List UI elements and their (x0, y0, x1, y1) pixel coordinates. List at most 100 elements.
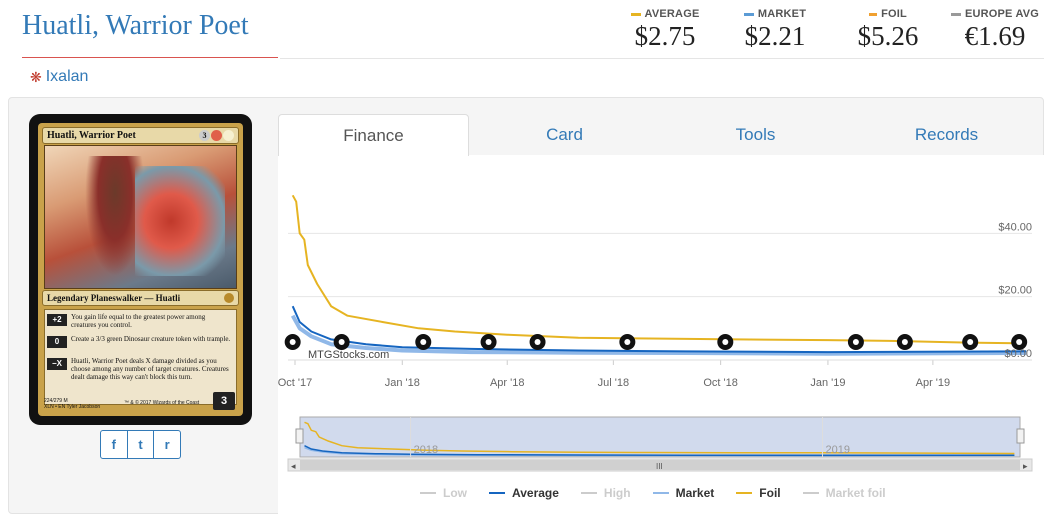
marker-center (420, 339, 427, 345)
legend-market[interactable]: Market (652, 486, 715, 500)
ixalan-set-icon[interactable] (284, 334, 301, 350)
masters25-set-icon[interactable] (480, 334, 497, 350)
legend-label: Market (675, 486, 715, 500)
set-name: Ixalan (45, 68, 89, 85)
card-image-name: Huatli, Warrior Poet (47, 130, 136, 141)
x-tick-label: Oct '17 (278, 377, 312, 389)
ability-cost: +2 (47, 314, 67, 326)
price-foil-label: FOIL (881, 8, 907, 20)
marker-center (338, 339, 345, 345)
legend-label: Market foil (825, 486, 886, 500)
reddit-share-button[interactable]: r (154, 431, 180, 458)
ability-cost: −X (47, 358, 67, 370)
price-foil-value: $5.26 (857, 21, 919, 51)
tab-card[interactable]: Card (546, 125, 583, 144)
x-axis-ticks: Oct '17 Jan '18 Apr '18 Jul '18 Oct '18 Jan '… (278, 359, 1032, 389)
marker-center (722, 339, 729, 345)
starting-loyalty: 3 (213, 392, 235, 410)
ability-plus: +2 You gain life equal to the greatest p… (45, 310, 236, 332)
modern-horizons-set-icon[interactable] (896, 334, 913, 350)
scrollbar-grip-icon: III (656, 462, 663, 471)
facebook-share-button[interactable]: f (101, 431, 128, 458)
x-tick-label: Oct '18 (703, 377, 738, 389)
set-link[interactable]: ❋ Ixalan (30, 68, 88, 86)
legend-high[interactable]: High (580, 486, 631, 500)
card-text-box: +2 You gain life equal to the greatest p… (44, 309, 237, 405)
war-spark-set-icon[interactable] (962, 334, 979, 350)
guilds-set-icon[interactable] (717, 334, 734, 350)
mana-generic: 3 (199, 130, 210, 141)
chart-watermark: MTGStocks.com (308, 349, 389, 361)
navigator-selection[interactable] (299, 416, 1021, 458)
x-tick-label: Jan '18 (385, 377, 420, 389)
navigator-series (304, 417, 1015, 457)
card-type-bar: Legendary Planeswalker — Huatli (42, 290, 239, 306)
price-market-label: MARKET (757, 8, 807, 20)
mana-red: R (211, 130, 222, 141)
chart-navigator[interactable]: 2018 2019 (295, 416, 1025, 458)
y-tick-label: $20.00 (998, 285, 1032, 297)
ability-text: You gain life equal to the greatest powe… (71, 313, 206, 330)
card-footer: 224/279 M XLN • EN Tyler Jacobson ™ & © … (44, 392, 237, 412)
card-image[interactable]: Huatli, Warrior Poet 3 R W Legendary Pla… (29, 114, 252, 425)
rivals-set-icon[interactable] (415, 334, 432, 350)
x-tick-label: Jul '18 (598, 377, 629, 389)
ability-text: Huatli, Warrior Poet deals X damage divi… (71, 357, 229, 382)
card-title: Huatli, Warrior Poet (22, 10, 249, 41)
y-tick-label: $40.00 (998, 221, 1032, 233)
europe-swatch (950, 12, 961, 16)
x-tick-label: Apr '18 (490, 377, 525, 389)
y-axis-ticks: $0.00 $20.00 $40.00 (998, 221, 1032, 360)
legend-foil[interactable]: Foil (736, 486, 781, 500)
copyright: ™ & © 2017 Wizards of the Coast (124, 400, 200, 406)
set-code: XLN • EN (44, 404, 66, 410)
modern-set-icon[interactable] (1011, 334, 1028, 350)
marker-center (852, 339, 859, 345)
legend-swatch (580, 492, 597, 494)
series-line-market[interactable] (290, 314, 1027, 356)
header-divider (280, 58, 1044, 59)
tab-finance[interactable]: Finance (278, 114, 469, 156)
scroll-right-icon[interactable]: ▸ (1023, 461, 1028, 471)
navigator-right-handle[interactable] (1016, 428, 1025, 444)
chart-series (290, 194, 1027, 356)
price-average-value: $2.75 (634, 21, 696, 51)
ability-zero: 0 Create a 3/3 green Dinosaur creature t… (45, 332, 236, 354)
chart-scrollbar[interactable]: ◂ ▸ III (287, 458, 1033, 472)
twitter-icon: t (138, 437, 143, 452)
x-tick-label: Apr '19 (916, 377, 951, 389)
collector-number: 224/279 M (44, 398, 68, 404)
price-foil: FOIL $5.26 (843, 8, 933, 52)
share-buttons: f t r (100, 430, 181, 459)
legend-average[interactable]: Average (489, 486, 559, 500)
ability-text: Create a 3/3 green Dinosaur creature tok… (71, 335, 231, 343)
legend-market-foil[interactable]: Market foil (802, 486, 886, 500)
artist-name: Tyler Jacobson (66, 404, 101, 410)
twitter-share-button[interactable]: t (128, 431, 155, 458)
masters-set-icon[interactable] (333, 334, 350, 350)
y-tick-label: $0.00 (1004, 348, 1032, 360)
card-art (44, 145, 237, 289)
card-name-bar: Huatli, Warrior Poet 3 R W (42, 127, 239, 144)
series-line-foil[interactable] (291, 194, 1027, 345)
series-line-average[interactable] (291, 305, 1027, 354)
scrollbar-thumb[interactable] (300, 460, 1020, 470)
legend-label: Low (443, 486, 467, 500)
price-average-label: AVERAGE (644, 8, 700, 20)
legend-low[interactable]: Low (420, 486, 467, 500)
scroll-left-icon[interactable]: ◂ (291, 461, 296, 471)
price-history-chart[interactable]: MTGStocks.com Oct '17 Jan '18 Apr '18 Jul '… (278, 160, 1044, 480)
mana-white: W (223, 130, 234, 141)
core2019-set-icon[interactable] (619, 334, 636, 350)
legend-swatch (489, 492, 505, 494)
tab-tools[interactable]: Tools (735, 125, 776, 144)
allegiance-set-icon[interactable] (847, 334, 864, 350)
tab-bar: Finance Card Tools Records (278, 114, 1044, 156)
price-market: MARKET $2.21 (730, 8, 820, 52)
art-dinosaur (135, 166, 225, 276)
dominaria-set-icon[interactable] (529, 334, 546, 350)
navigator-left-handle[interactable] (295, 428, 304, 444)
tab-records[interactable]: Records (914, 125, 979, 144)
marker-center (901, 339, 908, 345)
price-average: AVERAGE $2.75 (620, 8, 710, 52)
